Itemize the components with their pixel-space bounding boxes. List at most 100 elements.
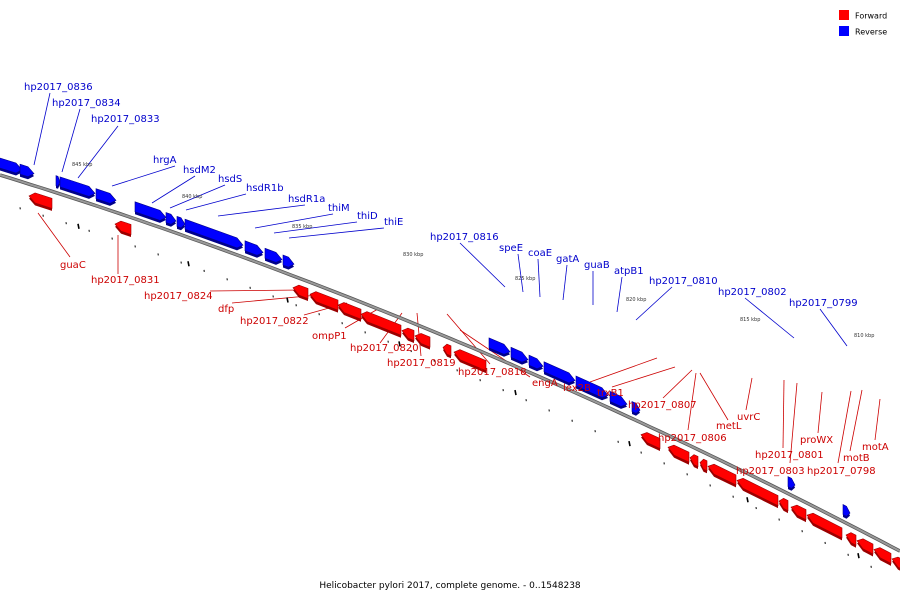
forward-label-connector — [344, 308, 379, 329]
legend-forward-swatch — [839, 10, 849, 20]
forward-gene-arrow — [806, 512, 843, 539]
forward-gene-label: hp2017_0822 — [240, 316, 309, 327]
reverse-label-connector — [819, 308, 848, 347]
reverse-gene-arrow — [787, 476, 796, 489]
forward-gene-arrow — [736, 477, 779, 507]
forward-gene-arrow — [401, 327, 415, 341]
reverse-gene-label: hp2017_0810 — [649, 276, 718, 287]
forward-gene-label: guaC — [60, 260, 86, 271]
reverse-gene-label: hsdR1a — [288, 194, 325, 205]
major-tick — [746, 497, 749, 503]
forward-gene-label: motA — [862, 442, 889, 453]
forward-label-connector — [874, 398, 881, 441]
reverse-label-connector — [111, 165, 176, 187]
forward-gene-arrow — [640, 432, 661, 449]
reverse-label-connector — [744, 297, 795, 339]
gene-labels: hp2017_0836 hp2017_0834 hp2017_0833 hrgA hsd… — [24, 82, 889, 477]
ruler-label: 815 kbp — [740, 317, 760, 323]
forward-gene-label: hp2017_0831 — [91, 275, 160, 286]
reverse-gene-arrow — [842, 504, 851, 517]
major-tick — [628, 440, 631, 447]
reverse-label-connector — [537, 258, 541, 298]
forward-gene-label: hp2017_0820 — [350, 343, 419, 354]
ruler-ticks — [19, 207, 872, 568]
reverse-label-connector — [459, 242, 506, 288]
reverse-gene-arrow — [55, 175, 61, 187]
legend-forward-label: Forward — [855, 12, 887, 21]
map-caption: Helicobacter pylori 2017, complete genom… — [319, 581, 581, 591]
reverse-gene-label: hp2017_0816 — [430, 232, 499, 243]
backbone-line — [0, 174, 900, 552]
forward-label-connector — [446, 313, 491, 365]
forward-gene-arrow — [337, 302, 362, 320]
reverse-label-connector — [288, 227, 385, 239]
reverse-gene-arrow — [0, 157, 23, 174]
forward-gene-label: hp2017_0818 — [458, 367, 527, 378]
forward-label-connector — [782, 379, 785, 449]
forward-gene-label: hp2017_0824 — [144, 291, 213, 302]
forward-gene-arrow — [699, 458, 708, 472]
reverse-label-connector — [217, 204, 306, 217]
reverse-gene-label: hp2017_0834 — [52, 98, 121, 109]
forward-gene-arrow — [707, 463, 737, 486]
forward-gene-arrow — [442, 343, 452, 357]
reverse-label-connector — [517, 253, 524, 293]
forward-label-connector — [37, 212, 71, 258]
reverse-gene-arrow — [488, 337, 511, 355]
forward-gene-arrow — [790, 504, 807, 521]
reverse-gene-arrow — [19, 163, 35, 178]
reverse-gene-label: hp2017_0836 — [24, 82, 93, 93]
reverse-gene-arrow — [575, 375, 609, 399]
ruler-label: 845 kbp — [72, 162, 92, 168]
major-tick — [77, 223, 80, 229]
forward-label-connector — [662, 369, 693, 399]
label-connectors — [33, 92, 881, 464]
reverse-gene-arrow — [510, 346, 529, 363]
forward-label-connector — [817, 391, 823, 434]
forward-gene-arrow — [667, 444, 690, 463]
ruler-label: 825 kbp — [515, 276, 535, 282]
forward-gene-label: ompP1 — [312, 331, 347, 342]
reverse-gene-label: gatA — [556, 254, 579, 265]
reverse-gene-arrow — [244, 240, 264, 256]
genome-backbone — [0, 173, 900, 553]
reverse-gene-arrow — [59, 176, 96, 197]
major-tick — [857, 553, 860, 559]
major-tick — [514, 389, 517, 396]
legend: Forward Reverse — [839, 10, 887, 37]
reverse-label-connector — [562, 264, 568, 301]
reverse-gene-label: hsdR1b — [246, 183, 284, 194]
forward-label-connector — [837, 390, 852, 464]
forward-gene-label: hp2017_0803 — [736, 466, 805, 477]
forward-gene-label: hp2017_0819 — [387, 358, 456, 369]
ruler-label: 840 kbp — [182, 194, 202, 200]
reverse-gene-label: atpB1 — [614, 266, 644, 277]
reverse-label-connector — [616, 276, 623, 313]
forward-gene-label: engA — [532, 378, 558, 389]
forward-label-connector — [589, 357, 658, 383]
forward-gene-label: lex2B — [563, 383, 591, 394]
reverse-gene-label: guaB — [584, 260, 610, 271]
reverse-label-connector — [254, 213, 334, 229]
forward-gene-label: hp2017_0798 — [807, 466, 876, 477]
reverse-gene-label: hsdS — [218, 174, 242, 185]
forward-label-connector — [789, 382, 798, 464]
forward-gene-arrow — [414, 333, 431, 348]
forward-gene-arrow — [453, 349, 487, 372]
reverse-label-connector — [635, 286, 673, 321]
forward-gene-label: hp2017_0801 — [755, 450, 824, 461]
major-tick — [187, 261, 190, 267]
forward-gene-arrow — [856, 538, 874, 555]
reverse-gene-arrow — [95, 188, 117, 204]
reverse-gene-arrow — [609, 390, 628, 407]
forward-gene-arrow — [891, 556, 900, 569]
forward-gene-label: proWX — [800, 435, 833, 446]
reverse-gene-label: speE — [499, 243, 523, 254]
forward-gene-arrow — [689, 454, 699, 467]
forward-gene-arrow — [845, 532, 857, 546]
forward-gene-arrow — [114, 220, 132, 235]
ruler-label: 830 kbp — [403, 252, 423, 258]
forward-label-connector — [209, 289, 301, 292]
forward-gene-label: uvrC — [737, 412, 760, 423]
reverse-gene-arrow — [165, 212, 177, 225]
